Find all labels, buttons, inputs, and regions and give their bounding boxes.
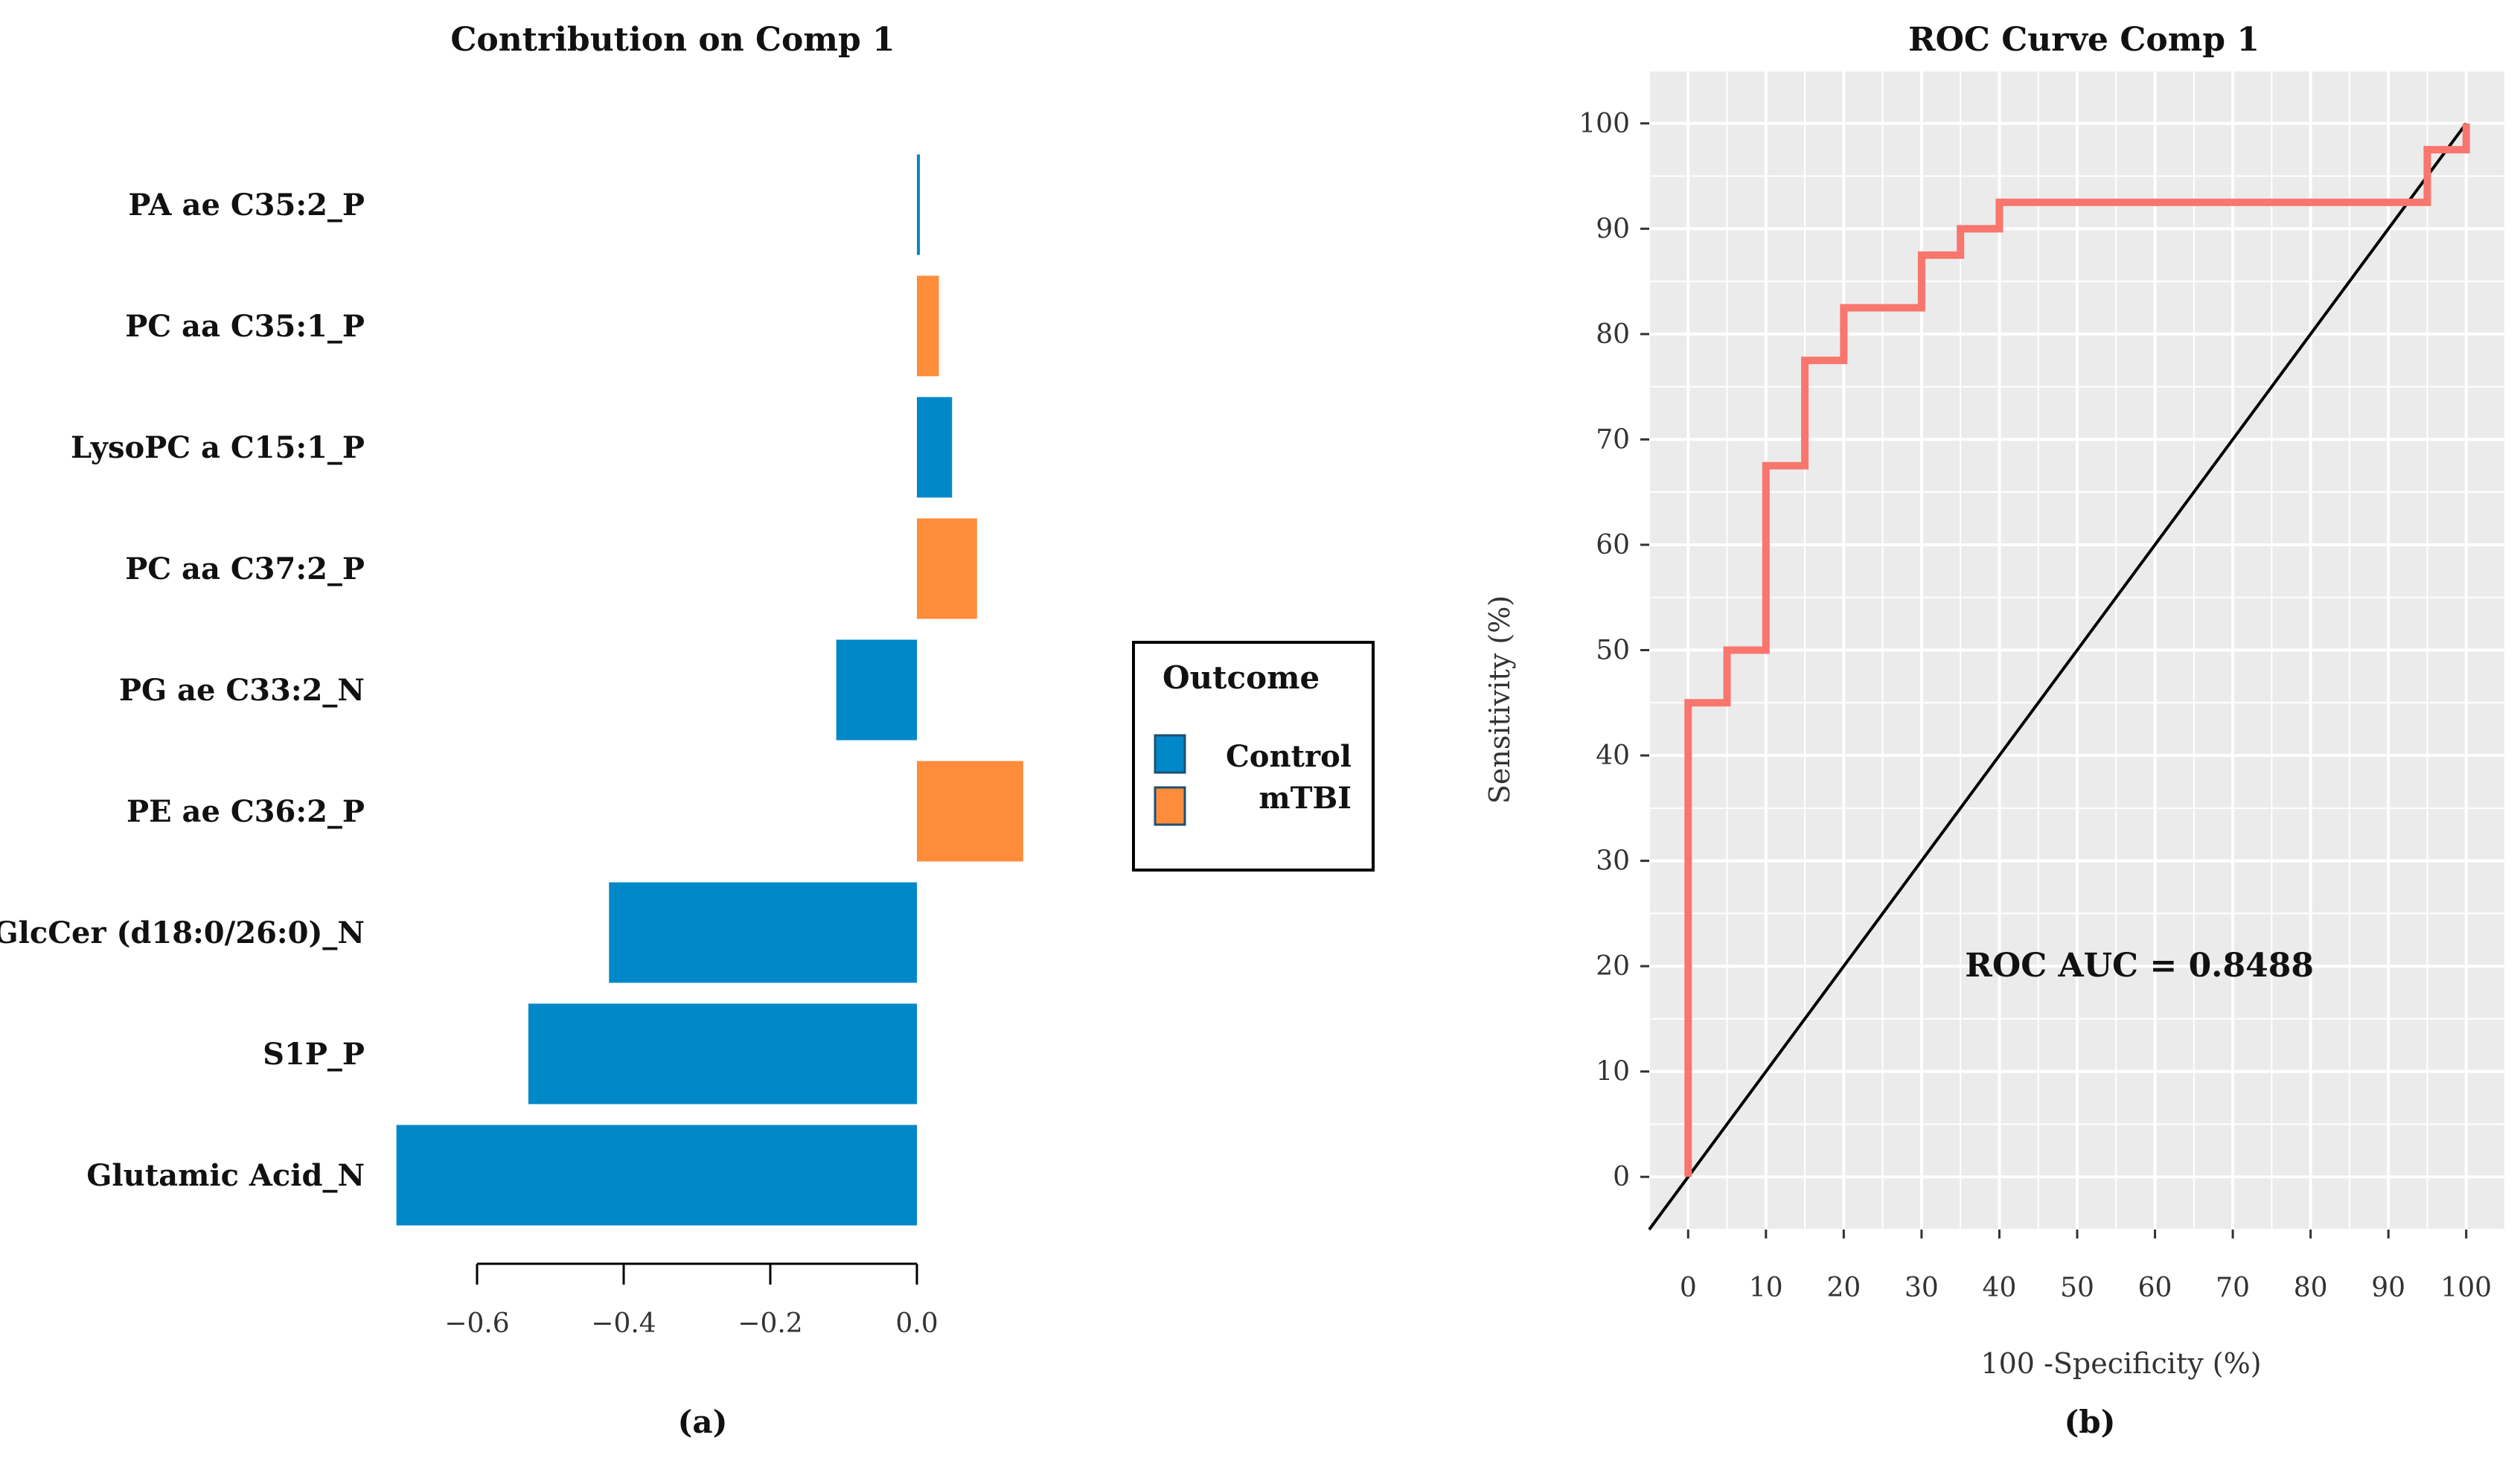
y-tick-label: 80: [1596, 319, 1630, 350]
roc-curve-line: [1684, 123, 2470, 1177]
legend-label-mtbi: mTBI: [1259, 781, 1352, 816]
x-tick-label: 0: [1680, 1273, 1697, 1303]
category-label-pg-ae-c33-2-n: PG ae C33:2_N: [119, 673, 365, 708]
category-label-pa-ae-c35-2-p: PA ae C35:2_P: [128, 188, 365, 223]
chart-b-y-axis-title: Sensitivity (%): [1483, 595, 1516, 804]
chart-a-bars: [396, 154, 1023, 1226]
category-label-s1p-p: S1P_P: [263, 1037, 365, 1072]
category-label-glccer-d18-0-26-0-n: GlcCer (d18:0/26:0)_N: [0, 915, 365, 950]
category-label-pc-aa-c35-1-p: PC aa C35:1_P: [125, 309, 365, 344]
x-tick-label: −0.2: [738, 1308, 802, 1339]
bar-glccer-d18-0-26-0-n: [609, 882, 917, 983]
chart-b-ticks: 0 10 20 30 40 50 60 70 80 90 100 0 10 20 30 40 50 60 70 80 9…: [1579, 109, 2492, 1303]
category-label-pc-aa-c37-2-p: PC aa C37:2_P: [125, 552, 365, 586]
x-tick-label: −0.6: [444, 1308, 509, 1339]
panel-a: Contribution on Comp 1 PA ae C35:2_P PC a…: [0, 21, 1375, 1440]
chart-b-auc-annotation: ROC AUC = 0.8488: [1965, 947, 2314, 985]
legend-label-control: Control: [1226, 739, 1352, 774]
y-tick-label: 40: [1596, 741, 1630, 771]
bar-s1p-p: [528, 1003, 917, 1104]
y-tick-label: 100: [1579, 109, 1630, 139]
chart-b-series: [1648, 122, 2470, 1231]
bar-glutamic-acid-n: [396, 1125, 917, 1226]
y-tick-label: 60: [1596, 530, 1630, 560]
category-label-lysopc-a-c15-1-p: LysoPC a C15:1_P: [71, 430, 365, 465]
x-tick-label: 50: [2060, 1273, 2094, 1303]
y-tick-label: 70: [1596, 424, 1630, 455]
chart-b-caption: (b): [2064, 1404, 2115, 1440]
chart-b-x-axis-title: 100 -Specificity (%): [1980, 1347, 2261, 1380]
chart-a-legend: Outcome Control mTBI: [1132, 641, 1375, 872]
x-tick-label: 90: [2371, 1273, 2405, 1303]
x-tick-label: 10: [1749, 1273, 1783, 1303]
y-tick-label: 50: [1596, 636, 1630, 666]
panel-b: ROC Curve Comp 1 0 10 20 30 40 50 60 70 80 90 1000…: [1483, 21, 2506, 1440]
chart-a-title: Contribution on Comp 1: [450, 21, 895, 59]
chart-a-x-axis: −0.6 −0.4 −0.2 0.0: [444, 1262, 938, 1339]
x-tick-label: 20: [1826, 1273, 1861, 1303]
y-tick-label: 10: [1596, 1057, 1630, 1087]
bar-pc-aa-c37-2-p: [917, 518, 977, 619]
bar-pc-aa-c35-1-p: [917, 275, 939, 377]
y-tick-label: 30: [1596, 846, 1630, 877]
y-tick-label: 20: [1596, 951, 1630, 982]
bar-pg-ae-c33-2-n: [836, 639, 917, 741]
chart-a-category-labels: PA ae C35:2_P PC aa C35:1_P LysoPC a C15:1…: [0, 188, 365, 1193]
x-tick-label: 30: [1905, 1273, 1939, 1303]
x-tick-label: 40: [1983, 1273, 2017, 1303]
x-tick-label: 60: [2138, 1273, 2172, 1303]
x-tick-label: 0.0: [895, 1308, 938, 1339]
y-tick-label: 0: [1613, 1162, 1630, 1192]
x-tick-label: 100: [2440, 1273, 2492, 1303]
legend-swatch-control: [1154, 734, 1186, 774]
x-tick-label: 70: [2216, 1273, 2250, 1303]
category-label-pe-ae-c36-2-p: PE ae C36:2_P: [127, 794, 365, 829]
chart-b-title: ROC Curve Comp 1: [1908, 21, 2260, 59]
x-tick-label: −0.4: [591, 1308, 656, 1339]
bar-pe-ae-c36-2-p: [917, 761, 1023, 862]
reference-diagonal-line: [1648, 122, 2468, 1231]
chart-a-caption: (a): [678, 1404, 728, 1440]
bar-lysopc-a-c15-1-p: [917, 397, 953, 498]
y-tick-label: 90: [1596, 214, 1630, 244]
category-label-glutamic-acid-n: Glutamic Acid_N: [86, 1158, 365, 1193]
x-tick-label: 80: [2294, 1273, 2328, 1303]
legend-title: Outcome: [1163, 659, 1320, 696]
legend-swatch-mtbi: [1154, 786, 1186, 826]
bar-pa-ae-c35-2-p: [917, 154, 920, 255]
